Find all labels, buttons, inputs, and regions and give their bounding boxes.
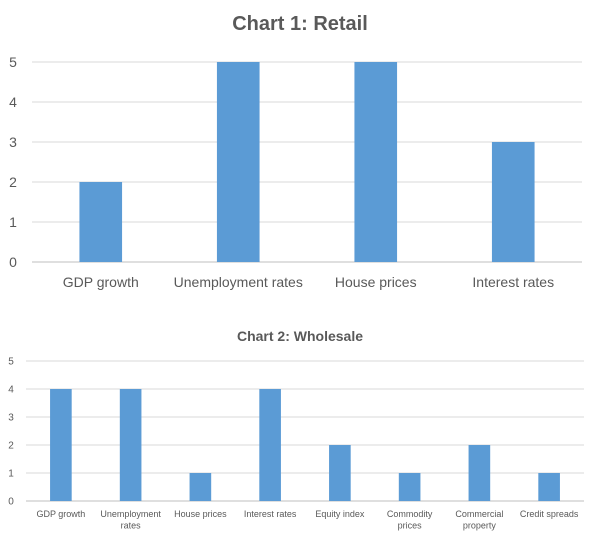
x-tick-label-line: Credit spreads [520,509,579,519]
y-tick-label: 2 [9,174,17,190]
bar [354,62,398,262]
bar [329,445,351,501]
x-tick-label: Commodity prices [387,509,433,530]
x-tick-label-line: House prices [335,274,417,290]
x-tick-label: GDP growth [36,509,85,519]
bar [79,182,123,262]
bar [216,62,260,262]
x-tick-label-line: Interest rates [244,509,297,519]
y-tick-label: 3 [9,134,17,150]
x-tick-label-line: Unemployment rates [174,274,303,290]
bar [259,389,281,501]
x-tick-label: GDP growth [63,274,139,290]
y-tick-label: 1 [9,214,17,230]
bar [398,473,421,501]
x-tick-label-line: Interest rates [472,274,554,290]
x-tick-label: Unemployment rates [174,274,303,290]
x-tick-label: Unemployment rates [100,509,161,530]
x-tick-label-line: Commodity [387,509,433,519]
x-tick-label: House prices [335,274,417,290]
y-tick-label: 4 [9,94,17,110]
x-tick-label-line: Commercial [455,509,503,519]
x-tick-label-line: House prices [174,509,227,519]
bar [491,142,535,262]
x-tick-label-line: prices [398,520,423,530]
chart-retail-title: Chart 1: Retail [232,13,368,35]
y-tick-label: 3 [8,413,14,424]
bar [50,389,72,501]
chart-wholesale: Chart 2: Wholesale 0 1 2 3 4 5 GDP growth Unem… [8,328,584,530]
x-tick-label-line: rates [121,520,142,530]
x-tick-label: Interest rates [472,274,554,290]
y-tick-label: 5 [8,357,14,368]
chart-wholesale-title: Chart 2: Wholesale [237,328,363,344]
y-tick-label: 5 [9,54,17,70]
bar [468,445,491,501]
y-tick-label: 1 [8,469,14,480]
chart-retail: Chart 1: Retail 0 1 2 3 4 5 GDP growth Unemplo… [9,13,582,290]
bar [538,473,560,501]
y-tick-label: 2 [8,441,14,452]
x-tick-label: Credit spreads [520,509,579,519]
y-tick-label: 4 [8,385,14,396]
x-tick-label-line: GDP growth [36,509,85,519]
x-tick-label-line: Equity index [315,509,365,519]
x-tick-label-line: Unemployment [100,509,161,519]
x-tick-label: Commercial property [455,509,503,530]
bar [119,389,142,501]
x-tick-label: Equity index [315,509,365,519]
y-tick-label: 0 [8,497,14,508]
bar [189,473,212,501]
x-tick-label-line: property [463,520,497,530]
x-tick-label: House prices [174,509,227,519]
x-tick-label: Interest rates [244,509,297,519]
y-tick-label: 0 [9,254,17,270]
x-tick-label-line: GDP growth [63,274,139,290]
